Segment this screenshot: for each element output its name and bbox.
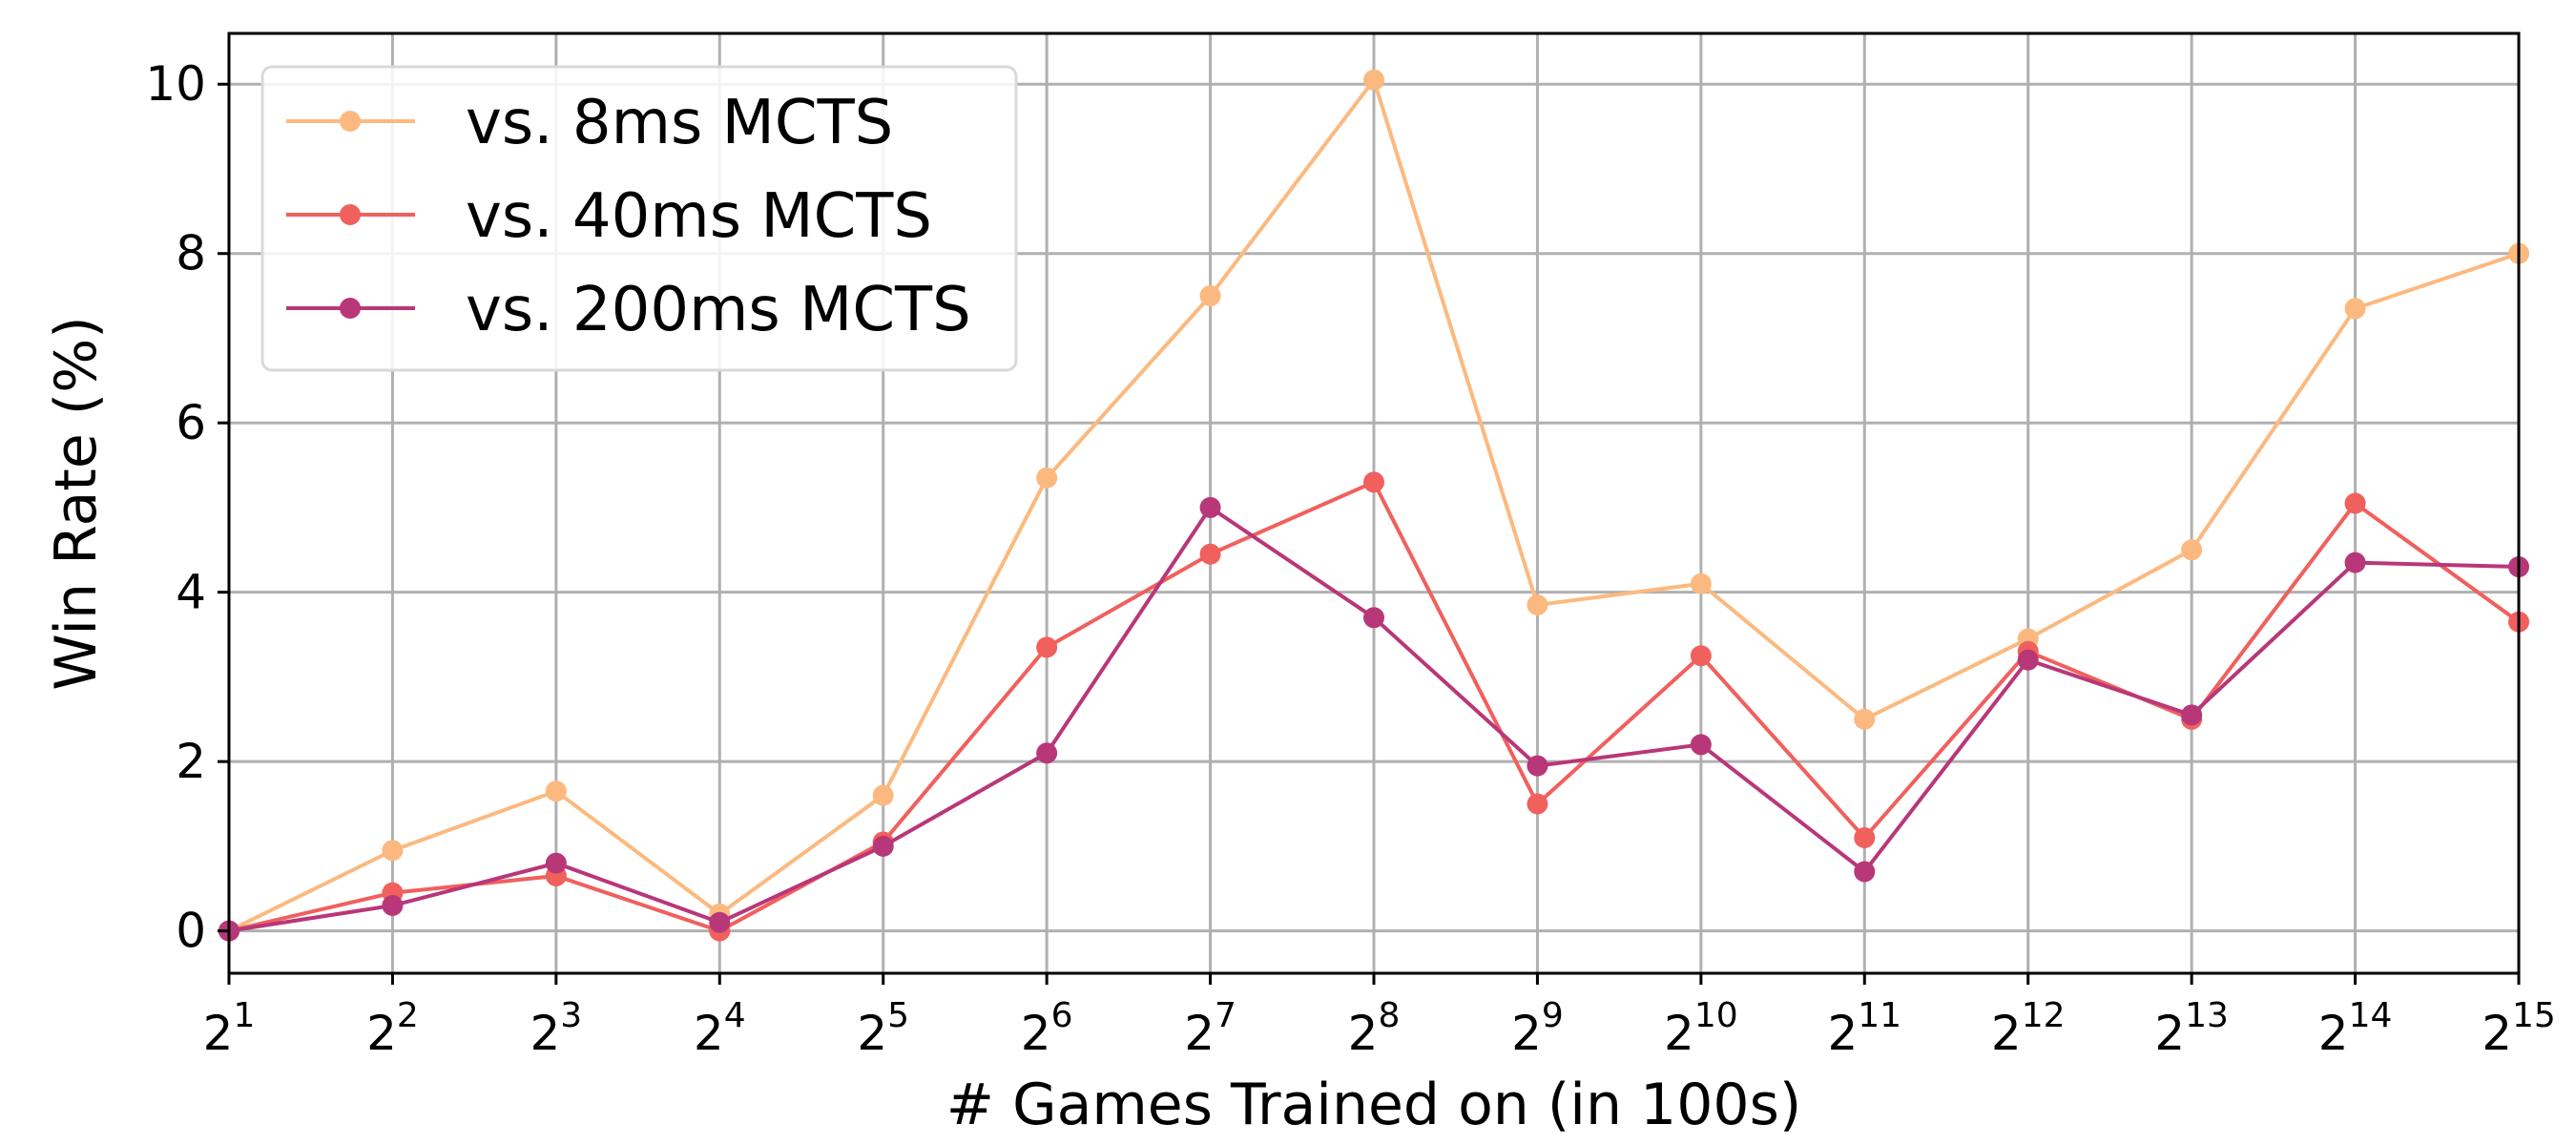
data-point (1036, 636, 1058, 658)
x-tick-label: 214 (2318, 996, 2393, 1061)
data-point (382, 895, 404, 917)
legend-label: vs. 8ms MCTS (466, 88, 893, 158)
legend-item: vs. 40ms MCTS (286, 181, 932, 252)
y-tick-label: 10 (145, 56, 206, 112)
y-tick-label: 8 (176, 226, 206, 281)
x-tick-label: 24 (694, 996, 746, 1061)
data-point (1854, 861, 1876, 883)
data-point (872, 784, 894, 806)
data-point (2181, 539, 2203, 561)
series-3 (218, 496, 2529, 942)
x-tick-label: 212 (1991, 996, 2066, 1061)
data-point (709, 911, 731, 933)
y-axis-ticks: 0 2 4 6 8 10 (145, 56, 229, 959)
data-point (1199, 496, 1221, 518)
x-tick-label: 23 (530, 996, 582, 1061)
y-axis-label: Win Rate (%) (43, 316, 110, 690)
data-point (1690, 734, 1712, 756)
x-axis-label: # Games Trained on (in 100s) (946, 1072, 1802, 1138)
data-point (2344, 492, 2366, 514)
data-point (1690, 572, 1712, 594)
data-point (1363, 471, 1384, 493)
data-point (1036, 467, 1058, 489)
data-point (1036, 742, 1058, 764)
data-point (545, 852, 567, 874)
y-tick-label: 0 (176, 904, 206, 959)
data-point (1363, 607, 1384, 629)
x-tick-label: 22 (366, 996, 419, 1061)
series-layer (218, 69, 2529, 942)
x-tick-label: 26 (1021, 996, 1073, 1061)
legend-label: vs. 40ms MCTS (466, 181, 932, 252)
legend: vs. 8ms MCTS vs. 40ms MCTS vs. 200ms MCTS (260, 65, 1018, 372)
data-point (2017, 649, 2039, 671)
x-tick-label: 27 (1184, 996, 1236, 1061)
data-point (872, 835, 894, 857)
legend-item: vs. 8ms MCTS (286, 88, 893, 158)
data-point (2344, 552, 2366, 573)
legend-item: vs. 200ms MCTS (286, 275, 971, 345)
data-point (1854, 827, 1876, 849)
data-point (1527, 793, 1548, 815)
x-tick-label: 29 (1511, 996, 1564, 1061)
data-point (2344, 298, 2366, 320)
y-tick-label: 6 (176, 395, 206, 450)
data-point (1854, 708, 1876, 730)
x-axis-ticks: 21 22 23 24 25 26 27 28 29 210 211 212 213 214 215 (203, 973, 2556, 1061)
data-point (1199, 285, 1221, 307)
x-tick-label: 28 (1348, 996, 1401, 1061)
data-point (1527, 593, 1548, 615)
x-tick-label: 213 (2154, 996, 2229, 1061)
legend-swatch-marker (340, 298, 361, 319)
legend-swatch-marker (340, 204, 361, 225)
legend-label: vs. 200ms MCTS (466, 275, 971, 345)
x-tick-label: 21 (203, 996, 256, 1061)
data-point (1527, 755, 1548, 777)
x-tick-label: 25 (857, 996, 909, 1061)
data-point (2181, 704, 2203, 726)
legend-swatch-marker (340, 111, 361, 132)
y-tick-label: 2 (176, 734, 206, 789)
data-point (382, 840, 404, 862)
y-tick-label: 4 (176, 565, 206, 620)
x-tick-label: 211 (1827, 996, 1901, 1061)
x-tick-label: 215 (2482, 996, 2556, 1061)
data-point (1363, 69, 1384, 91)
data-point (1199, 543, 1221, 565)
x-tick-label: 210 (1664, 996, 1738, 1061)
data-point (1690, 645, 1712, 667)
data-point (545, 781, 567, 802)
legend-box (260, 65, 1018, 372)
